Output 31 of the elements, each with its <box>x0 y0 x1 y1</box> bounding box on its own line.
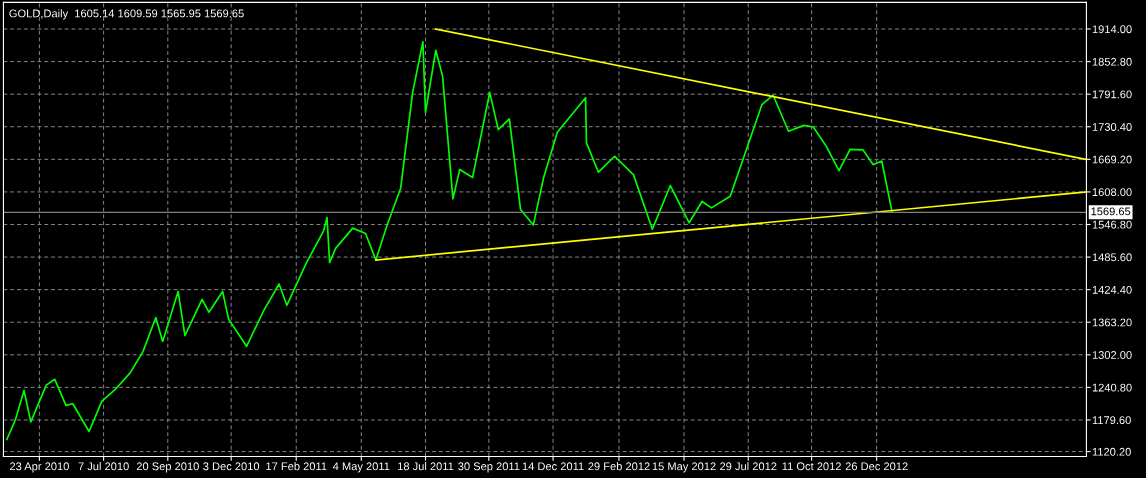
x-tick-label: 17 Feb 2011 <box>266 462 327 471</box>
x-tick-label: 26 Dec 2012 <box>845 462 908 471</box>
line-series <box>6 40 893 441</box>
y-tick-label: 1485.60 <box>1092 253 1132 262</box>
x-tick-label: 14 Dec 2011 <box>522 462 584 471</box>
y-tick-label: 1424.40 <box>1092 285 1132 294</box>
y-tick-label: 1608.00 <box>1092 188 1132 197</box>
y-tick-label: 1302.00 <box>1092 351 1132 359</box>
y-tick-label: 1914.00 <box>1092 25 1132 34</box>
y-tick-label: 1730.40 <box>1092 123 1132 131</box>
x-tick-label: 7 Jul 2010 <box>78 462 129 471</box>
x-tick-label: 20 Sep 2010 <box>136 462 199 473</box>
x-tick-label: 30 Sep 2011 <box>458 462 520 473</box>
x-tick-label: 3 Dec 2010 <box>203 462 260 471</box>
y-tick-label: 1669.20 <box>1092 155 1132 164</box>
x-tick-label: 4 May 2011 <box>332 462 390 473</box>
y-tick-label: 1363.20 <box>1092 318 1132 327</box>
x-tick-label: 23 Apr 2010 <box>9 462 69 473</box>
y-tick-label: 1120.20 <box>1092 447 1131 456</box>
x-tick-label: 15 May 2012 <box>652 462 716 473</box>
y-tick-label: 1179.60 <box>1092 416 1131 425</box>
text: GOLD,Daily 1605.14 1609.59 1565.95 1569.65 <box>9 9 244 20</box>
ref-line-label: 1569.65 <box>1091 207 1131 216</box>
x-tick-label: 29 Feb 2012 <box>588 462 650 471</box>
x-tick-label: 29 Jul 2012 <box>720 462 777 471</box>
y-tick-label: 1791.60 <box>1092 90 1132 99</box>
x-tick-label: 11 Oct 2012 <box>782 462 841 471</box>
y-tick-label: 1240.80 <box>1092 383 1132 392</box>
y-tick-label: 1852.80 <box>1092 57 1132 66</box>
x-tick-label: 18 Jul 2011 <box>398 462 454 471</box>
y-tick-label: 1546.80 <box>1092 220 1132 229</box>
